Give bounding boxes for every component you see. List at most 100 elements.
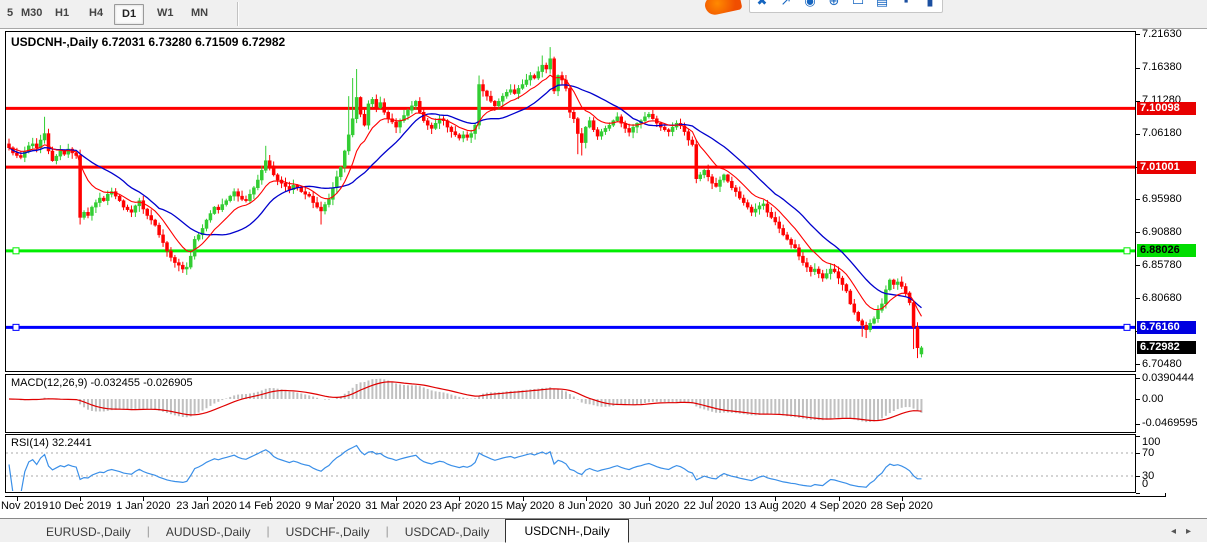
logo-icon[interactable] bbox=[703, 0, 743, 17]
date-tick-label: 22 Jul 2020 bbox=[683, 500, 741, 512]
date-tick bbox=[901, 497, 903, 501]
chart-tab-usdchfdaily[interactable]: USDCHF-,Daily bbox=[285, 525, 370, 539]
date-tick bbox=[80, 497, 82, 501]
macd-tick bbox=[1136, 399, 1140, 400]
macd-histogram bbox=[11, 378, 923, 423]
timeframe-button-m30[interactable]: M30 bbox=[21, 7, 43, 19]
toolbar-icon-panel: ✖ ↗ ◉ ⊕ ▭ ▤ ▪ ▮ bbox=[749, 0, 943, 13]
tab-separator: | bbox=[385, 524, 389, 538]
date-tick bbox=[332, 497, 334, 501]
hline-price-tag: 6.76160 bbox=[1137, 320, 1196, 334]
time-axis-end-tick bbox=[1165, 493, 1166, 497]
date-tick-label: 10 Dec 2019 bbox=[48, 500, 112, 512]
circle-icon[interactable]: ◉ bbox=[804, 0, 816, 8]
price-tick bbox=[1136, 364, 1140, 366]
crosshair-icon[interactable]: ↗ bbox=[780, 0, 792, 8]
timeframe-button-h1[interactable]: H1 bbox=[55, 7, 70, 19]
grid-shape-icon[interactable]: ▤ bbox=[875, 0, 889, 8]
date-tick-label: 9 Mar 2020 bbox=[305, 500, 361, 512]
price-chart-canvas[interactable] bbox=[6, 32, 1135, 370]
toolbar-separator bbox=[237, 2, 239, 26]
date-tick bbox=[775, 497, 777, 501]
price-tick-label: 6.70480 bbox=[1142, 357, 1182, 370]
price-tick bbox=[1136, 133, 1140, 135]
date-tick-label: 31 Mar 2020 bbox=[365, 500, 427, 512]
macd-canvas[interactable] bbox=[6, 375, 1135, 431]
date-tick-label: 28 Sep 2020 bbox=[870, 500, 933, 512]
macd-tick bbox=[1136, 378, 1140, 380]
date-tick bbox=[143, 497, 145, 501]
rsi-canvas[interactable] bbox=[6, 435, 1135, 491]
timeframe-button-5[interactable]: 5 bbox=[7, 7, 14, 19]
tab-scroll-arrows[interactable]: ◂▸ bbox=[1171, 526, 1201, 537]
date-tick-label: 4 Sep 2020 bbox=[810, 500, 867, 512]
tab-scroll-right-icon[interactable]: ▸ bbox=[1185, 526, 1201, 537]
macd-tick-label: -0.0469595 bbox=[1142, 417, 1198, 430]
price-tick bbox=[1136, 232, 1140, 234]
macd-panel[interactable] bbox=[5, 374, 1136, 433]
price-tick bbox=[1136, 100, 1140, 102]
timeframe-toolbar: 5 M30 H1 H4 D1 W1 MN ✖ ↗ ◉ ⊕ ▭ ▤ ▪ ▮ bbox=[0, 0, 1207, 29]
crossline-icon[interactable]: ⊕ bbox=[828, 0, 840, 8]
timeframe-button-mn[interactable]: MN bbox=[191, 7, 209, 19]
date-tick-label: 14 Feb 2020 bbox=[238, 500, 301, 512]
price-tick-label: 7.06180 bbox=[1142, 127, 1182, 140]
rsi-label: RSI(14) 32.2441 bbox=[11, 437, 92, 449]
current-price-tag: 6.72982 bbox=[1137, 341, 1196, 355]
date-tick-label: 30 Jun 2020 bbox=[618, 500, 680, 512]
rsi-panel[interactable] bbox=[5, 434, 1136, 493]
rsi-tick bbox=[1136, 476, 1140, 477]
solid-square-icon[interactable]: ▪ bbox=[903, 0, 909, 8]
timeframe-button-h4[interactable]: H4 bbox=[89, 7, 104, 19]
price-tick bbox=[1136, 199, 1140, 201]
date-tick bbox=[585, 497, 587, 501]
rect-shape-icon[interactable]: ▭ bbox=[851, 0, 865, 8]
date-tick bbox=[396, 497, 398, 501]
rsi-line bbox=[8, 444, 922, 491]
rsi-tick bbox=[1136, 435, 1140, 437]
hline-price-tag: 6.88026 bbox=[1137, 244, 1196, 258]
date-tick-label: 23 Apr 2020 bbox=[429, 500, 489, 512]
price-chart-panel[interactable] bbox=[5, 31, 1136, 372]
date-tick bbox=[648, 497, 650, 501]
price-tick bbox=[1136, 67, 1140, 69]
price-tick bbox=[1136, 265, 1140, 267]
hline-price-tag: 7.10098 bbox=[1137, 101, 1196, 115]
tab-scroll-left-icon[interactable]: ◂ bbox=[1170, 526, 1186, 537]
price-tick-label: 7.16380 bbox=[1142, 61, 1182, 74]
chart-tabs: EURUSD-,Daily | AUDUSD-,Daily | USDCHF-,Dail… bbox=[0, 519, 629, 543]
timeframe-button-w1[interactable]: W1 bbox=[157, 7, 174, 19]
rsi-tick bbox=[1136, 493, 1140, 495]
chart-tab-audusddaily[interactable]: AUDUSD-,Daily bbox=[165, 525, 251, 539]
price-tick-label: 6.85780 bbox=[1142, 258, 1182, 271]
date-tick-label: 1 Jan 2020 bbox=[116, 500, 171, 512]
macd-tick bbox=[1136, 423, 1140, 425]
date-tick-label: 15 May 2020 bbox=[490, 500, 555, 512]
rsi-tick-label: 30 bbox=[1142, 469, 1155, 482]
date-tick bbox=[459, 497, 461, 501]
timeframe-button-d1[interactable]: D1 bbox=[114, 4, 145, 25]
date-tick-label: 18 Nov 2019 bbox=[0, 500, 49, 512]
rsi-tick-label: 70 bbox=[1142, 446, 1155, 459]
price-tick bbox=[1136, 34, 1140, 35]
rsi-tick-label: 0 bbox=[1142, 478, 1149, 490]
cursor-icon[interactable]: ✖ bbox=[756, 0, 768, 8]
rsi-tick-label: 100 bbox=[1142, 436, 1161, 448]
chart-tab-usdcnhdaily[interactable]: USDCNH-,Daily bbox=[505, 519, 629, 543]
chart-tab-eurusddaily[interactable]: EURUSD-,Daily bbox=[46, 525, 131, 539]
chart-tab-usdcaddaily[interactable]: USDCAD-,Daily bbox=[404, 525, 490, 539]
tile-windows-icon[interactable]: ▮ bbox=[926, 0, 934, 8]
date-tick-label: 13 Aug 2020 bbox=[744, 500, 807, 512]
price-tick-label: 6.90880 bbox=[1142, 225, 1182, 238]
rsi-tick bbox=[1136, 453, 1140, 454]
date-tick bbox=[712, 497, 714, 501]
date-tick bbox=[206, 497, 208, 501]
hline-6.76160[interactable] bbox=[6, 323, 1135, 331]
hline-6.88026[interactable] bbox=[6, 247, 1135, 255]
chart-tab-bar: EURUSD-,Daily | AUDUSD-,Daily | USDCHF-,Dail… bbox=[0, 518, 1207, 543]
tab-separator: | bbox=[146, 524, 150, 538]
price-tick bbox=[1136, 298, 1140, 300]
tab-separator: | bbox=[266, 524, 270, 538]
date-tick-label: 23 Jan 2020 bbox=[176, 500, 237, 512]
date-tick bbox=[16, 497, 18, 501]
